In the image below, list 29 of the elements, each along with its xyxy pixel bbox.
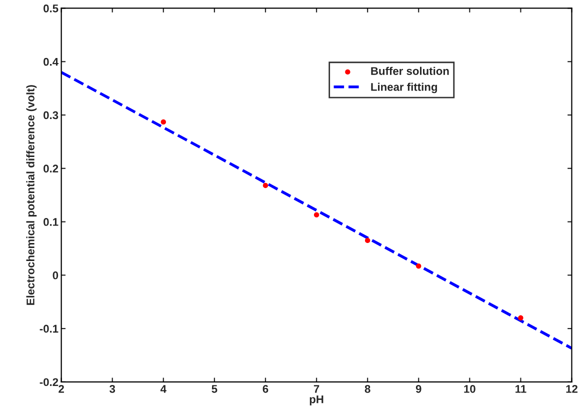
x-axis-title: pH bbox=[310, 395, 324, 406]
y-tick-label: -0.2 bbox=[40, 378, 58, 386]
legend-label: Buffer solution bbox=[371, 66, 449, 75]
x-tick-label: 2 bbox=[58, 384, 64, 393]
x-tick-label: 11 bbox=[516, 385, 526, 393]
point bbox=[416, 263, 422, 269]
x-tick-label: 4 bbox=[160, 385, 166, 393]
y-axis-title: Electrochemical potential difference (volt) bbox=[26, 85, 37, 305]
y-tick-label: 0 bbox=[52, 271, 58, 280]
point bbox=[160, 119, 166, 125]
x-tick-label: 12 bbox=[566, 384, 578, 393]
x-tick-label: 8 bbox=[364, 384, 370, 393]
y-tick-label: -0.1 bbox=[40, 324, 58, 333]
x-tick-label: 6 bbox=[262, 384, 268, 393]
x-tick-label: 10 bbox=[464, 384, 476, 393]
x-tick-label: 7 bbox=[314, 385, 320, 393]
y-tick-label: 0.1 bbox=[44, 218, 58, 226]
point bbox=[262, 182, 268, 188]
x-tick-label: 5 bbox=[212, 385, 218, 393]
point bbox=[314, 212, 320, 218]
legend-label: Linear fitting bbox=[371, 82, 437, 94]
y-tick-label: 0.2 bbox=[44, 164, 58, 173]
y-tick-label: 0.5 bbox=[44, 4, 58, 12]
point bbox=[518, 315, 524, 320]
x-tick-label: 9 bbox=[416, 384, 422, 393]
y-tick-label: 0.3 bbox=[44, 111, 58, 120]
y-tick-label: 0.4 bbox=[44, 58, 58, 66]
point bbox=[364, 238, 370, 244]
x-tick-label: 3 bbox=[110, 384, 116, 393]
